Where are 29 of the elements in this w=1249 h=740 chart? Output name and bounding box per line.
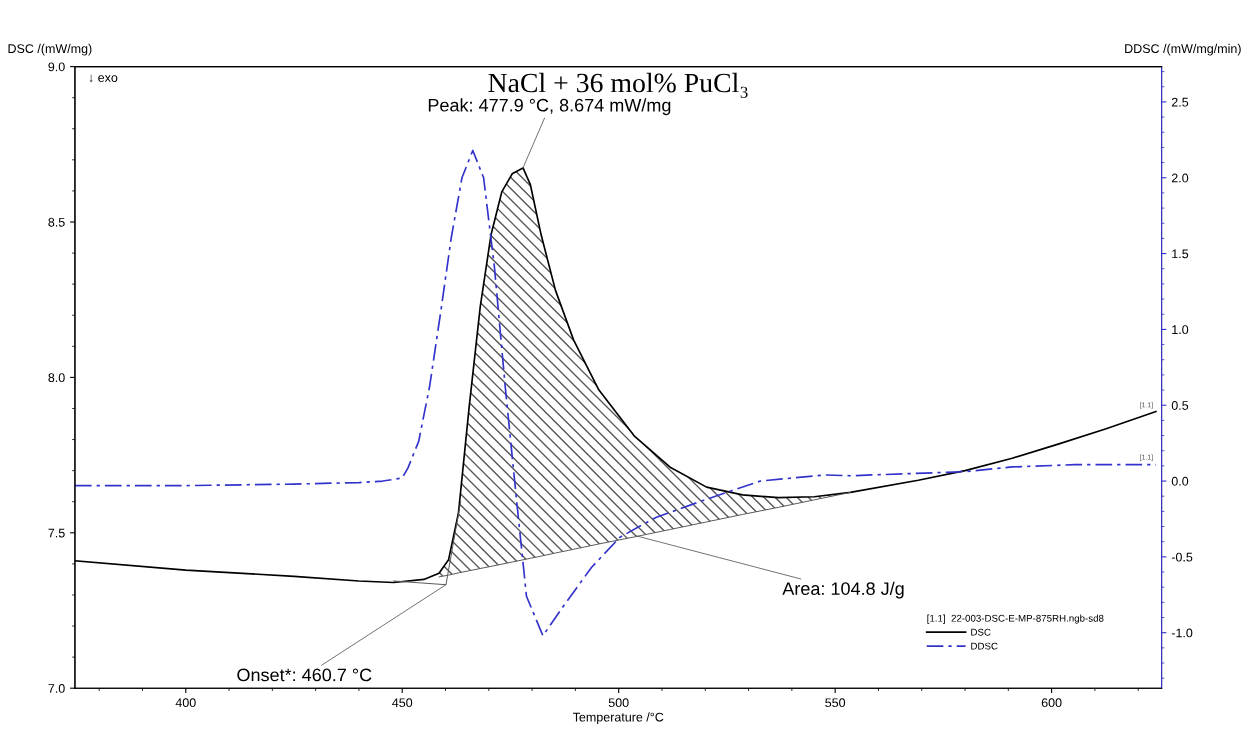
x-tick-label: 500 (608, 698, 629, 708)
y2-axis-title: DDSC /(mW/mg/min) (1125, 43, 1241, 56)
annotation: ↓ exo (89, 74, 118, 83)
y-tick-label: 8.0 (48, 373, 65, 383)
y-axis-title: DSC /(mW/mg) (8, 43, 92, 56)
y2-tick-label: 1.5 (1172, 249, 1189, 259)
annotation: Onset*: 460.7 °C (237, 668, 372, 682)
annotation: Area: 104.8 J/g (782, 581, 904, 599)
legend-label: DDSC (971, 642, 998, 650)
y-tick-label: 7.0 (48, 684, 65, 693)
legend-title: [1.1] 22-003-DSC-E-MP-875RH.ngb-sd8 (927, 614, 1104, 624)
y-tick-label: 8.5 (48, 217, 65, 227)
y-tick-label: 9.0 (48, 62, 65, 72)
y-tick-label: 7.5 (48, 528, 65, 538)
x-axis-title: Temperature /°C (572, 712, 664, 724)
y2-tick-label: -1.0 (1171, 628, 1193, 638)
y2-tick-label: 0.0 (1171, 476, 1189, 486)
y2-tick-label: 0.5 (1171, 401, 1189, 410)
y2-tick-label: 1.0 (1172, 325, 1189, 335)
y2-tick-label: 2.0 (1171, 173, 1189, 183)
x-tick-label: 450 (392, 698, 413, 708)
y2-tick-label: 2.5 (1171, 97, 1189, 107)
x-tick-label: 600 (1041, 698, 1062, 708)
x-tick-label: 400 (175, 698, 196, 708)
x-tick-label: 550 (825, 698, 846, 708)
legend-label: DSC (971, 628, 991, 636)
annotation: Peak: 477.9 °C, 8.674 mW/mg (428, 98, 671, 116)
chart-title: NaCl + 36 mol% PuCl₃ (488, 72, 748, 98)
y2-tick-label: -0.5 (1171, 552, 1193, 562)
